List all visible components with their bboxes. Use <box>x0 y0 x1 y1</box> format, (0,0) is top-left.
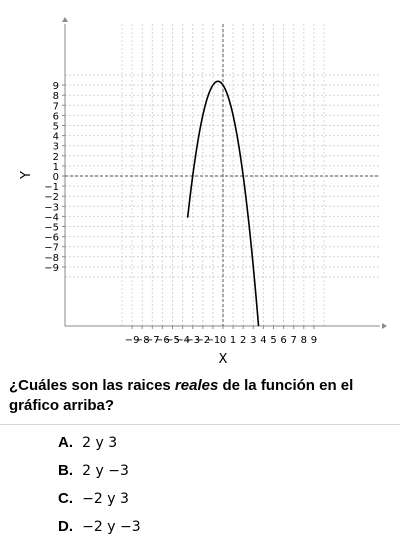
y-tick-label: 1 <box>53 162 59 173</box>
y-tick-label: 6 <box>53 111 59 122</box>
y-tick-label: 5 <box>53 122 59 133</box>
y-tick-label: −3 <box>44 202 59 213</box>
y-tick-label: 4 <box>53 132 59 143</box>
y-tick-label: −8 <box>44 253 59 264</box>
function-graph: −9−8−7−6−5−4−3−2−1 0 1 2 3 4 5 6 7 8 99876543210−1… <box>19 17 387 367</box>
x-tick-label: 3 <box>250 335 256 346</box>
y-tick-label: −5 <box>44 223 59 234</box>
x-tick-label: −8 <box>135 335 150 346</box>
x-tick-label: −5 <box>165 335 180 346</box>
option-a[interactable]: A. 2 y 3 <box>58 433 117 453</box>
x-tick-label: 1 <box>230 335 236 346</box>
parabola-curve <box>186 80 260 326</box>
y-tick-label: 9 <box>53 81 59 92</box>
x-axis-title: X <box>219 352 228 367</box>
question-prefix: ¿Cuáles son las raices <box>9 377 175 394</box>
x-tick-label: −3 <box>185 335 200 346</box>
y-tick-label: −7 <box>44 243 59 254</box>
x-axis-arrow <box>382 323 387 329</box>
y-tick-label: −1 <box>44 182 59 193</box>
y-tick-label: −9 <box>44 263 59 274</box>
y-axis-arrow <box>62 17 68 22</box>
y-tick-label: 2 <box>53 152 59 163</box>
y-tick-label: −4 <box>44 212 59 223</box>
option-letter: C. <box>58 490 73 507</box>
option-letter: B. <box>58 462 73 479</box>
y-tick-label: −2 <box>44 192 59 203</box>
y-axis-title: Y <box>19 171 34 180</box>
tick-labels: −9−8−7−6−5−4−3−2−1 0 1 2 3 4 5 6 7 8 99876543210−1… <box>44 81 317 346</box>
x-tick-label: 4 <box>260 335 266 346</box>
x-tick-label: 7 <box>291 335 297 346</box>
option-letter: A. <box>58 434 73 451</box>
x-tick-label: 9 <box>311 335 317 346</box>
question-emphasis: reales <box>174 377 219 394</box>
x-tick-label: −4 <box>175 335 190 346</box>
x-tick-label: −9 <box>125 335 140 346</box>
x-tick-label: −6 <box>155 335 170 346</box>
x-tick-label: −2 <box>195 335 210 346</box>
question-suffix: de la función en el gráfico arriba? <box>9 377 354 414</box>
x-tick-label: 5 <box>270 335 276 346</box>
question-text: ¿Cuáles son las raices reales de la func… <box>9 376 384 416</box>
x-tick-label: 0 <box>220 335 226 346</box>
x-tick-label: 6 <box>280 335 286 346</box>
option-text: 2 y 3 <box>82 435 118 451</box>
axes <box>62 17 387 329</box>
option-text: 2 y −3 <box>82 463 129 479</box>
option-text: −2 y 3 <box>82 491 129 507</box>
option-letter: D. <box>58 518 73 535</box>
x-tick-label: −1 <box>206 335 221 346</box>
y-tick-label: 0 <box>53 172 59 183</box>
y-tick-label: 7 <box>53 101 59 112</box>
divider <box>0 424 400 425</box>
x-tick-label: −7 <box>145 335 160 346</box>
option-text: −2 y −3 <box>82 519 141 535</box>
parabola-path <box>186 80 260 326</box>
x-tick-label: 2 <box>240 335 246 346</box>
y-tick-label: −6 <box>44 233 59 244</box>
option-b[interactable]: B. 2 y −3 <box>58 461 129 481</box>
y-tick-label: 8 <box>53 91 59 102</box>
option-d[interactable]: D. −2 y −3 <box>58 517 141 537</box>
option-c[interactable]: C. −2 y 3 <box>58 489 129 509</box>
y-tick-label: 3 <box>53 142 59 153</box>
x-tick-label: 8 <box>301 335 307 346</box>
